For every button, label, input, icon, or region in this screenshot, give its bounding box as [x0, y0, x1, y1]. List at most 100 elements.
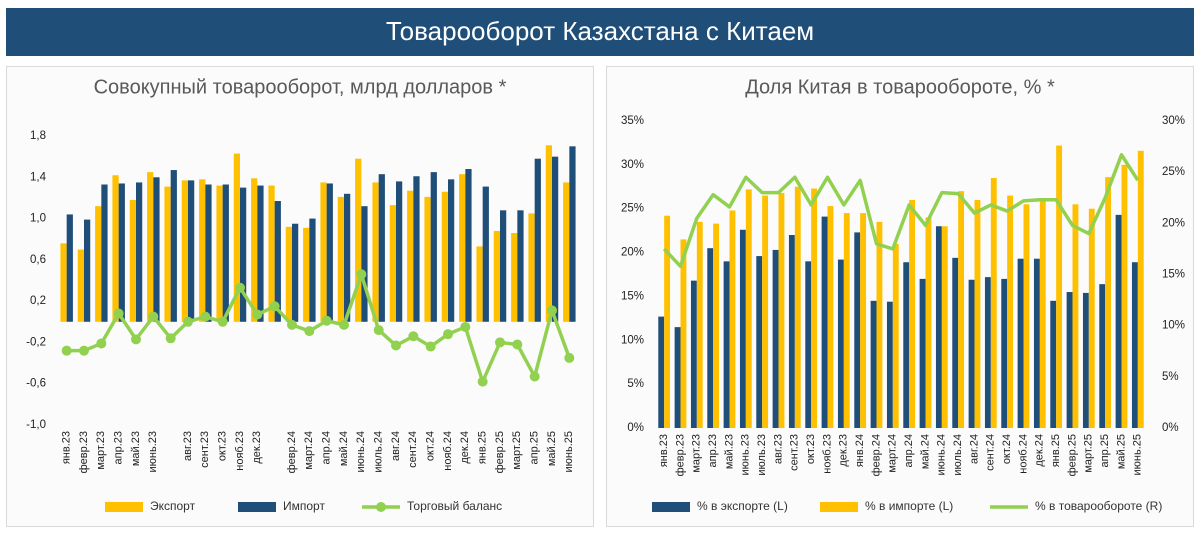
line-marker: [252, 309, 263, 320]
bar: [739, 229, 746, 428]
x-tick-label: февр.25: [1066, 434, 1078, 476]
bar: [511, 233, 518, 322]
bar: [886, 301, 893, 428]
y-tick-label: 1,0: [30, 213, 46, 225]
legend-label: % в экспорте (L): [697, 499, 788, 513]
line-marker: [477, 376, 488, 387]
bar: [320, 182, 327, 322]
x-tick-label: сент.24: [985, 434, 997, 471]
bar: [772, 249, 779, 428]
x-tick-label: янв.23: [658, 434, 670, 467]
x-tick-label: дек.23: [838, 434, 850, 467]
x-tick-label: апр.25: [529, 431, 541, 464]
x-tick-label: май.25: [1115, 434, 1127, 469]
bar: [680, 239, 687, 428]
line-marker: [391, 340, 401, 351]
x-tick-label: февр.24: [286, 431, 298, 473]
bar: [1121, 164, 1128, 428]
line-marker: [339, 319, 349, 330]
y-tick-label: 25%: [1162, 166, 1185, 178]
line-marker: [321, 315, 332, 326]
x-tick-label: апр.24: [903, 434, 915, 467]
y-tick-label: 1,8: [30, 130, 46, 142]
bar: [60, 243, 67, 322]
x-tick-label: апр.24: [321, 431, 333, 464]
bar: [413, 176, 420, 322]
x-tick-label: дек.23: [251, 431, 263, 464]
bar: [968, 279, 975, 428]
bar: [1066, 292, 1073, 428]
x-tick-label: дек.24: [1034, 434, 1046, 467]
bar: [837, 259, 844, 428]
bar: [257, 185, 264, 322]
bar: [713, 223, 720, 428]
line-marker: [373, 325, 384, 336]
x-tick-label: май.23: [130, 431, 142, 466]
y-tick-label: 5%: [1162, 371, 1179, 383]
line-marker: [96, 338, 107, 349]
line-marker: [408, 331, 419, 342]
y-tick-label: -1,0: [26, 419, 46, 431]
bar: [430, 172, 437, 322]
line-marker: [443, 329, 453, 340]
x-tick-label: июль.23: [756, 434, 768, 476]
panel: [606, 66, 1194, 527]
bar: [843, 213, 850, 428]
bar: [153, 177, 160, 322]
x-tick-label: июнь.24: [936, 434, 948, 476]
x-tick-label: июль.24: [952, 434, 964, 476]
x-tick-label: нояб.23: [234, 431, 246, 471]
bar: [285, 226, 292, 322]
line-marker: [356, 269, 367, 280]
y-tick-label: 30%: [621, 159, 644, 171]
bar: [1056, 145, 1063, 428]
bar: [827, 206, 834, 428]
legend-label: Импорт: [283, 499, 325, 513]
x-tick-label: авг.24: [390, 431, 402, 461]
bar: [552, 156, 559, 322]
bar: [493, 230, 500, 322]
bar: [762, 195, 769, 428]
bar: [240, 187, 247, 322]
bar: [1072, 204, 1079, 428]
bar: [251, 178, 258, 322]
x-tick-label: март.23: [691, 434, 703, 473]
bar: [292, 223, 299, 322]
x-tick-label: февр.25: [494, 431, 506, 473]
y-tick-label: 30%: [1162, 115, 1185, 127]
line-marker: [287, 319, 297, 330]
bar: [729, 210, 736, 428]
bar: [903, 262, 910, 428]
y-tick-label: 20%: [1162, 217, 1185, 229]
y-tick-label: 10%: [1162, 320, 1185, 332]
bar: [756, 256, 763, 428]
bar: [674, 327, 681, 428]
bar: [337, 196, 344, 322]
bar: [919, 278, 926, 428]
x-tick-label: февр.23: [78, 431, 90, 473]
bar: [892, 243, 899, 428]
line-marker: [547, 305, 557, 316]
x-tick-label: апр.23: [113, 431, 125, 464]
bar: [854, 232, 861, 428]
bar: [118, 183, 125, 322]
bar: [990, 178, 997, 428]
line-marker: [165, 333, 176, 344]
chart-title: Доля Китая в товарообороте, % *: [745, 76, 1055, 98]
y-tick-label: 15%: [621, 290, 644, 302]
bar: [66, 214, 73, 322]
bar: [233, 153, 240, 322]
bar: [199, 179, 206, 322]
x-tick-label: февр.23: [674, 434, 686, 476]
bar: [974, 199, 981, 428]
bar: [129, 199, 136, 322]
bar: [941, 226, 948, 428]
bar: [95, 206, 102, 322]
bar: [1001, 278, 1008, 428]
x-tick-label: окт.24: [425, 431, 437, 461]
x-tick-label: сент.24: [407, 431, 419, 468]
x-tick-label: май.24: [338, 431, 350, 466]
bar: [821, 216, 828, 428]
y-tick-label: 5%: [627, 378, 644, 390]
x-tick-label: май.25: [546, 431, 558, 466]
